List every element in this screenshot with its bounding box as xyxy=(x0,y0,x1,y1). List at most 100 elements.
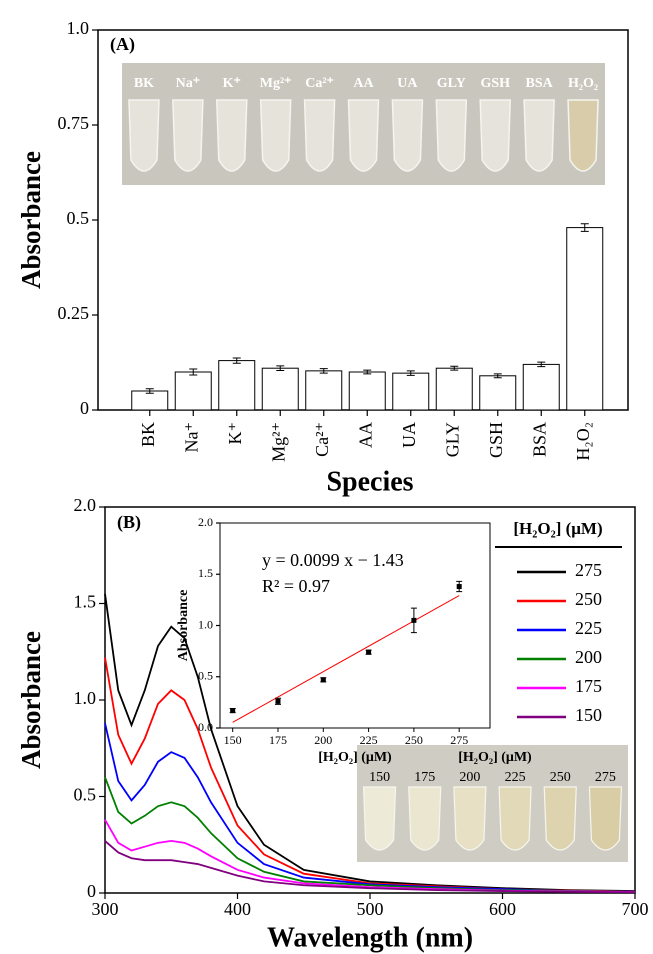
x-tick-label: 500 xyxy=(357,899,384,919)
panel-label: (A) xyxy=(110,34,135,55)
inset-label: Mg²⁺ xyxy=(260,76,292,91)
y-tick-label: 0 xyxy=(87,881,96,901)
bar xyxy=(131,390,169,411)
x-tick-label: Mg²⁺ xyxy=(268,422,288,462)
y-tick-label: 2.0 xyxy=(198,515,213,529)
point xyxy=(230,708,236,714)
error-bar xyxy=(232,357,241,364)
y-tick-label: 1.0 xyxy=(67,18,90,38)
x-tick-label: Ca²⁺ xyxy=(312,422,332,457)
error-bar xyxy=(319,368,328,374)
inset-x-title: [H₂O₂] (μM) xyxy=(318,750,392,765)
error-bar xyxy=(363,369,372,375)
error-bar xyxy=(493,373,502,379)
x-tick-label: 200 xyxy=(314,733,332,747)
point xyxy=(320,677,326,683)
x-tick-label: 225 xyxy=(360,733,378,747)
bar xyxy=(261,367,299,411)
y-tick-label: 0.5 xyxy=(67,208,90,228)
y-tick-label: 0.25 xyxy=(58,303,90,323)
x-tick-label: Na⁺ xyxy=(181,422,201,453)
bar xyxy=(566,227,604,411)
tube xyxy=(567,99,599,172)
tube xyxy=(479,99,512,172)
inset-photo xyxy=(357,745,628,862)
bar xyxy=(479,375,517,411)
y-tick-label: 2.0 xyxy=(74,495,97,515)
spectrum-line xyxy=(104,722,636,893)
legend-label: 200 xyxy=(575,647,602,667)
legend-label: 275 xyxy=(575,560,602,580)
tube xyxy=(498,786,532,851)
x-tick-label: BK xyxy=(138,422,158,447)
inset-label: Na⁺ xyxy=(176,76,201,91)
x-tick-label: 275 xyxy=(450,733,468,747)
legend-title: [H₂O₂] (μM) xyxy=(513,519,602,538)
bar xyxy=(305,370,343,411)
x-tick-label: 175 xyxy=(269,733,287,747)
point xyxy=(275,698,281,704)
tube xyxy=(362,786,397,851)
inset-label: BK xyxy=(134,76,154,91)
error-bar xyxy=(145,388,154,394)
point xyxy=(366,649,372,655)
inset-label: AA xyxy=(353,76,374,91)
tube xyxy=(543,786,577,851)
legend-label: 175 xyxy=(575,676,602,696)
x-axis-title: Wavelength (nm) xyxy=(267,922,473,953)
inset-label: GLY xyxy=(437,76,466,91)
inset-frame xyxy=(219,522,491,729)
x-axis-title: Species xyxy=(326,466,413,497)
spectrum-line xyxy=(104,840,636,894)
inset-label: Ca²⁺ xyxy=(305,76,334,91)
y-tick-label: 0.0 xyxy=(198,720,213,734)
x-tick-label: AA xyxy=(355,422,375,448)
y-tick-label: 1.5 xyxy=(74,592,97,612)
error-bar xyxy=(276,365,285,371)
y-tick-label: 0 xyxy=(80,398,89,418)
x-tick-label: UA xyxy=(399,422,419,448)
bar xyxy=(435,367,473,411)
y-tick-label: 1.0 xyxy=(74,688,97,708)
bar xyxy=(522,363,560,411)
tube xyxy=(347,99,380,172)
inset-label: 175 xyxy=(414,770,435,785)
tube xyxy=(259,99,292,172)
tube xyxy=(303,99,336,172)
x-tick-label: 700 xyxy=(622,899,649,919)
x-tick-label: GSH xyxy=(486,422,506,458)
legend-label: 225 xyxy=(575,618,602,638)
inset-label: 275 xyxy=(595,770,616,785)
y-axis-title: Absorbance xyxy=(16,631,46,769)
bar xyxy=(218,360,256,411)
inset-label: UA xyxy=(397,76,418,91)
bar xyxy=(348,371,386,411)
inset-label: H₂O₂ xyxy=(568,76,598,91)
y-tick-label: 0.5 xyxy=(198,669,213,683)
fit-r2: R² = 0.97 xyxy=(262,576,330,596)
inset-label: 200 xyxy=(459,770,480,785)
x-tick-label: K⁺ xyxy=(225,422,245,445)
x-tick-label: H₂O₂ xyxy=(573,422,593,461)
spectrum-line xyxy=(104,593,636,892)
x-tick-label: 250 xyxy=(405,733,423,747)
tube xyxy=(453,786,487,851)
inset-label: GSH xyxy=(480,76,510,91)
tube xyxy=(128,99,160,172)
y-tick-label: 0.5 xyxy=(74,785,97,805)
bar xyxy=(174,371,212,411)
inset-label: 225 xyxy=(505,770,526,785)
tube xyxy=(523,99,555,172)
y-tick-label: 0.75 xyxy=(58,113,90,133)
x-tick-label: 300 xyxy=(92,899,119,919)
x-tick-label: BSA xyxy=(529,422,549,457)
tube xyxy=(435,99,468,172)
error-bar xyxy=(450,365,459,371)
bar xyxy=(392,372,430,411)
tube xyxy=(172,99,204,172)
y-tick-label: 1.0 xyxy=(198,617,213,631)
panel-label: (B) xyxy=(117,512,141,533)
x-tick-label: 400 xyxy=(224,899,251,919)
inset-label: 250 xyxy=(550,770,571,785)
